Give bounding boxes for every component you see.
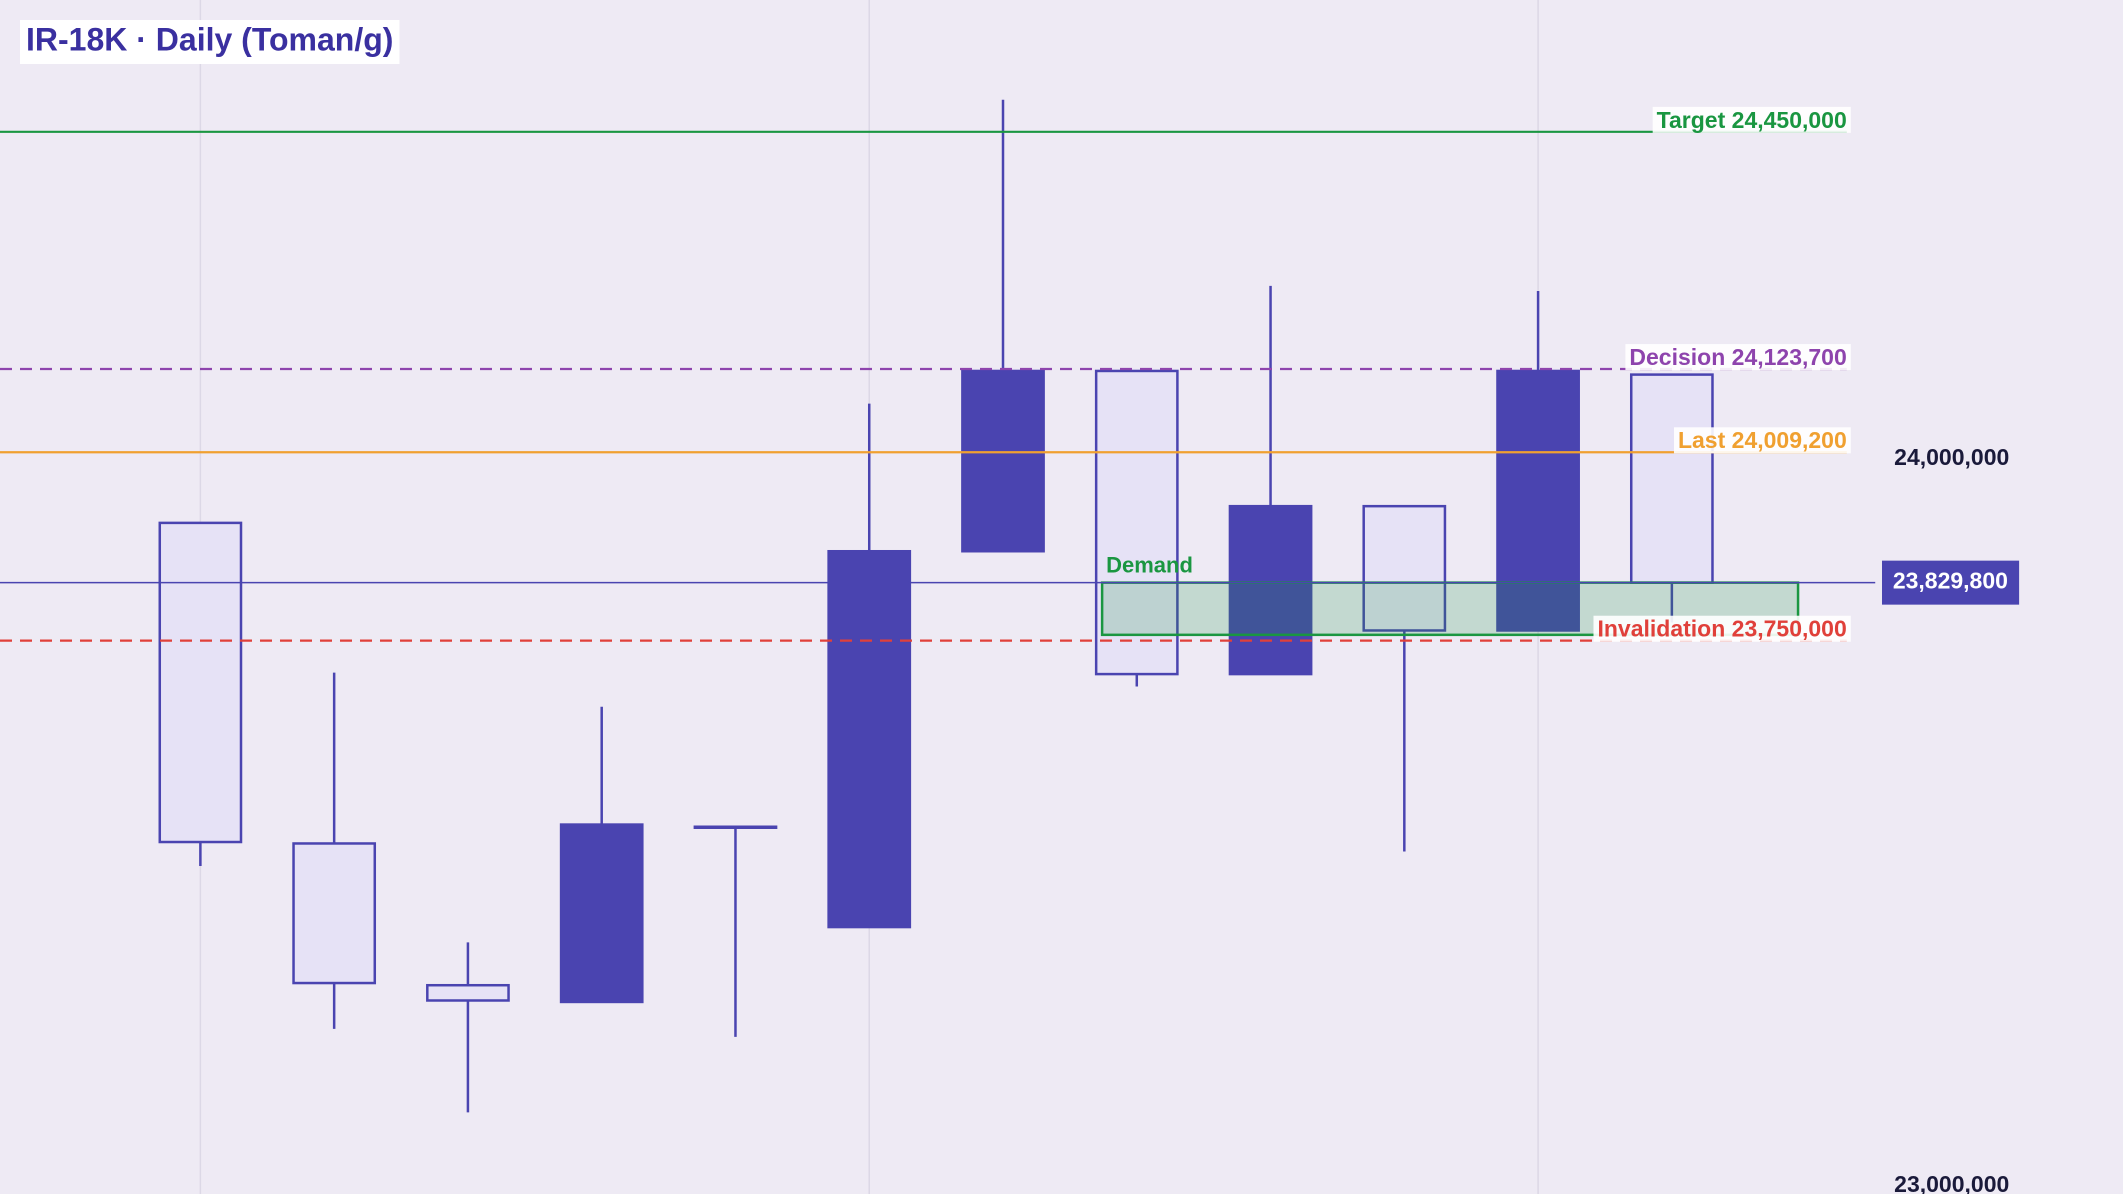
level-name: Target xyxy=(1657,107,1726,133)
plot xyxy=(158,99,1714,1113)
level-label-background xyxy=(1625,344,1851,371)
level-label-background xyxy=(1673,427,1851,454)
candle-body xyxy=(1362,504,1447,632)
candle-body xyxy=(158,521,243,844)
level-label: Last 24,009,200 xyxy=(1678,427,1847,453)
candle-body xyxy=(292,842,377,985)
chart-title: IR-18K · Daily (Toman/g) xyxy=(26,21,393,57)
title-background xyxy=(20,20,400,64)
candle-body xyxy=(961,369,1045,553)
candle-body xyxy=(827,549,912,929)
level-value: 24,009,200 xyxy=(1732,427,1847,453)
y-tick-label: 24,000,000 xyxy=(1894,444,2009,470)
level-value: 24,450,000 xyxy=(1732,107,1847,133)
candle-body xyxy=(1629,373,1714,584)
y-tick-label: 23,000,000 xyxy=(1894,1171,2009,1194)
level-label-background xyxy=(1652,106,1851,133)
level-label-background xyxy=(1593,615,1851,642)
level-value: 23,750,000 xyxy=(1732,616,1847,642)
level-value: 24,123,700 xyxy=(1732,344,1847,370)
level-name: Invalidation xyxy=(1597,616,1725,642)
level-label: Decision 24,123,700 xyxy=(1629,344,1846,370)
candle-body xyxy=(426,983,510,1002)
zone-label: Demand xyxy=(1106,552,1193,577)
level-name: Decision xyxy=(1629,344,1725,370)
candle-body xyxy=(1496,369,1580,632)
level-label: Invalidation 23,750,000 xyxy=(1597,616,1846,642)
price-badge-label: 23,829,800 xyxy=(1893,568,2008,594)
overlay: Demand Target 24,450,000 Decision 24,123,7… xyxy=(0,106,2020,642)
candle-body xyxy=(1094,369,1179,676)
candle-body xyxy=(1228,504,1313,676)
level-name: Last xyxy=(1678,427,1726,453)
candle-body xyxy=(693,825,778,829)
demand-zone xyxy=(1100,581,1800,637)
price-badge xyxy=(1881,560,2020,605)
candle-body xyxy=(559,823,644,1004)
level-label: Target 24,450,000 xyxy=(1657,107,1847,133)
